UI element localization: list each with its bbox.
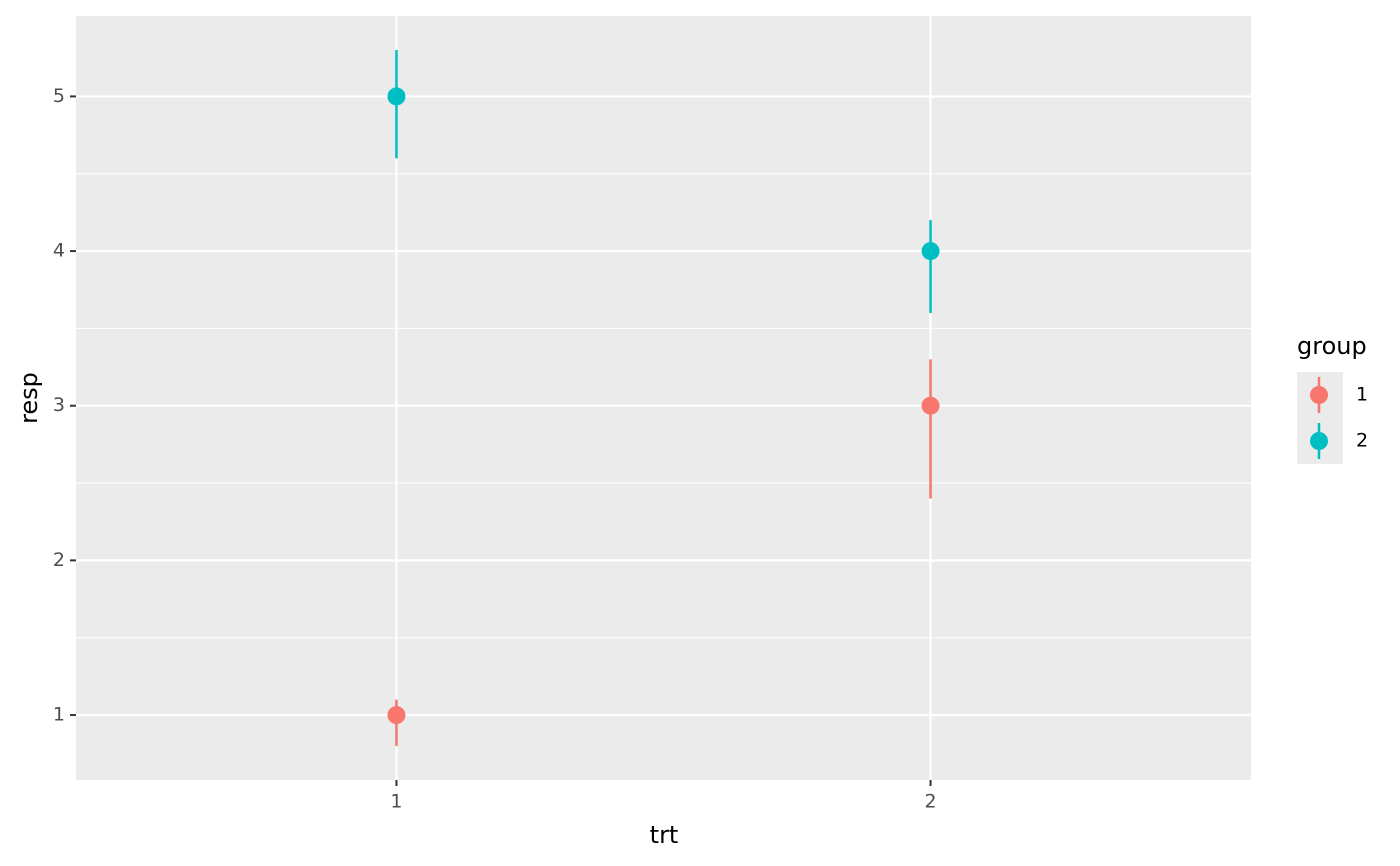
point <box>387 706 406 725</box>
point <box>387 87 406 106</box>
point <box>921 242 940 261</box>
legend-key-point <box>1310 432 1328 450</box>
y-tick-label: 4 <box>53 240 65 262</box>
y-tick-label: 2 <box>53 549 65 571</box>
y-tick-label: 1 <box>53 704 65 726</box>
legend-title: group <box>1297 332 1367 360</box>
x-tick-label: 1 <box>390 791 402 813</box>
panel <box>76 16 1251 780</box>
x-tick-label: 2 <box>924 791 936 813</box>
legend-key-point <box>1310 386 1328 404</box>
legend-label: 1 <box>1356 384 1368 406</box>
y-axis-title: resp <box>15 372 43 424</box>
legend-label: 2 <box>1356 430 1368 452</box>
point <box>921 396 940 415</box>
y-tick-label: 3 <box>53 394 65 416</box>
x-axis-title: trt <box>650 821 679 849</box>
y-tick-label: 5 <box>53 85 65 107</box>
